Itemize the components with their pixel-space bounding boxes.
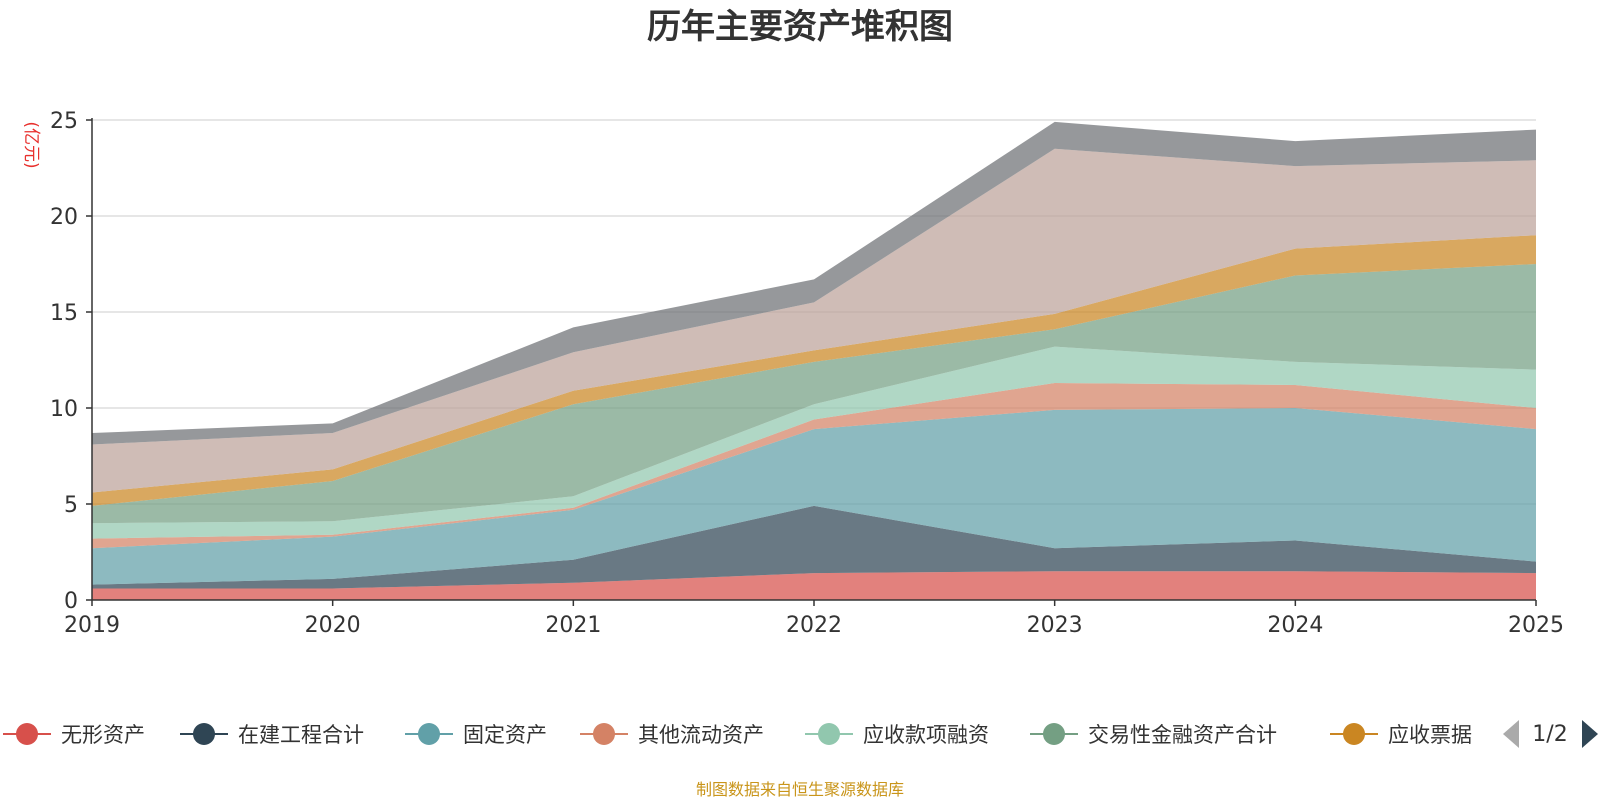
- legend-label: 交易性金融资产合计: [1088, 723, 1277, 747]
- source-note: 制图数据来自恒生聚源数据库: [696, 780, 904, 799]
- legend-prev-page-icon[interactable]: [1503, 720, 1519, 748]
- legend-marker-icon: [1343, 723, 1365, 745]
- y-tick-label: 25: [50, 109, 78, 134]
- x-tick-label: 2022: [786, 613, 842, 638]
- legend-item[interactable]: 在建工程合计: [180, 723, 364, 747]
- legend-marker-icon: [16, 723, 38, 745]
- legend-pager: 1/2: [1503, 720, 1598, 748]
- area-series[interactable]: [92, 148, 1536, 493]
- area-series[interactable]: [92, 346, 1536, 539]
- y-tick-label: 20: [50, 205, 78, 230]
- legend-label: 无形资产: [61, 723, 145, 747]
- y-tick-label: 15: [50, 301, 78, 326]
- legend-item[interactable]: 交易性金融资产合计: [1030, 723, 1277, 747]
- legend-page-indicator: 1/2: [1532, 722, 1567, 747]
- legend-marker-icon: [193, 723, 215, 745]
- x-tick-label: 2019: [64, 613, 120, 638]
- area-series[interactable]: [92, 264, 1536, 524]
- area-series[interactable]: [92, 505, 1536, 589]
- legend-label: 在建工程合计: [238, 723, 364, 747]
- area-series[interactable]: [92, 571, 1536, 600]
- area-series-group: [92, 121, 1536, 600]
- legend-marker-icon: [1043, 723, 1065, 745]
- legend-label: 应收票据: [1388, 723, 1472, 747]
- legend-item[interactable]: 应收票据: [1330, 723, 1472, 747]
- chart-title: 历年主要资产堆积图: [647, 7, 953, 47]
- y-tick-label: 5: [64, 493, 78, 518]
- x-tick-label: 2025: [1508, 613, 1564, 638]
- area-series[interactable]: [92, 121, 1536, 445]
- legend-item[interactable]: 无形资产: [3, 723, 145, 747]
- area-series[interactable]: [92, 408, 1536, 585]
- legend-item[interactable]: 其他流动资产: [580, 723, 764, 747]
- x-tick-label: 2020: [305, 613, 361, 638]
- y-tick-label: 10: [50, 397, 78, 422]
- legend-next-page-icon[interactable]: [1582, 720, 1598, 748]
- legend-marker-icon: [418, 723, 440, 745]
- y-axis-unit-label: (亿元): [21, 121, 41, 168]
- x-tick-label: 2021: [545, 613, 601, 638]
- area-series[interactable]: [92, 383, 1536, 549]
- legend-item[interactable]: 固定资产: [405, 723, 547, 747]
- x-tick-label: 2024: [1267, 613, 1323, 638]
- legend: 无形资产 在建工程合计 固定资产 其他流动资产 应收款项融资 交易性金融资产合计 应收票据: [3, 723, 1472, 747]
- legend-item[interactable]: 应收款项融资: [805, 723, 989, 747]
- legend-label: 固定资产: [463, 723, 547, 747]
- legend-marker-icon: [593, 723, 615, 745]
- x-tick-label: 2023: [1027, 613, 1083, 638]
- area-series[interactable]: [92, 235, 1536, 506]
- legend-marker-icon: [818, 723, 840, 745]
- y-tick-label: 0: [64, 589, 78, 614]
- legend-label: 应收款项融资: [863, 723, 989, 747]
- legend-label: 其他流动资产: [638, 723, 764, 747]
